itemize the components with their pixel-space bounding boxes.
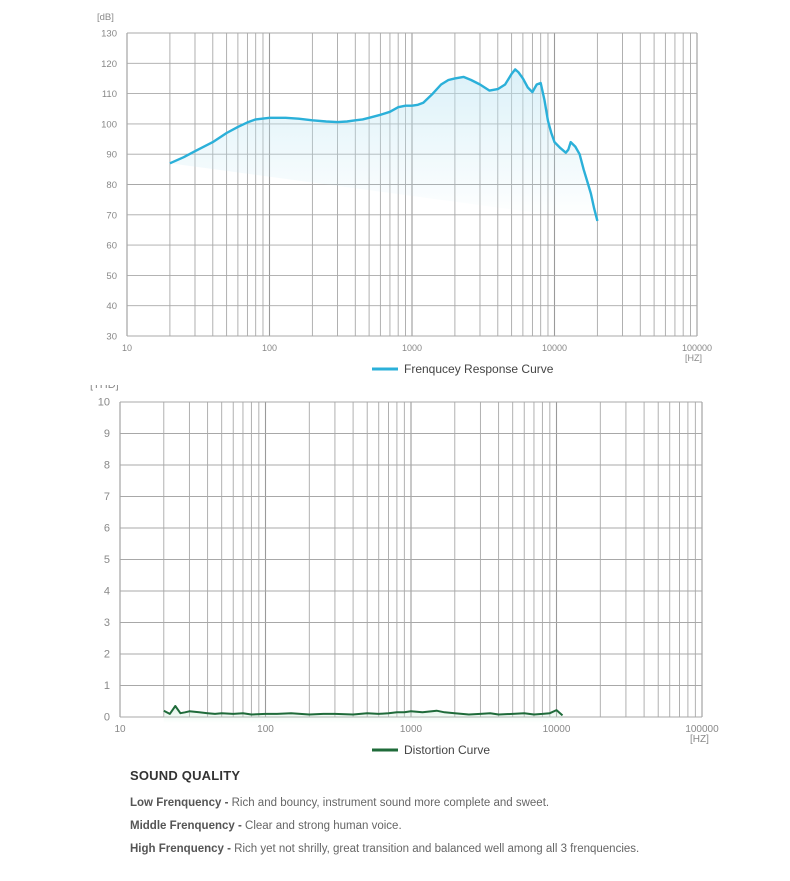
high-frequency-label: High Frenquency - [130,843,231,855]
x-tick-label: 10000 [542,343,567,353]
legend-label: Frenqucey Response Curve [404,362,554,376]
y-tick-label: 110 [102,89,117,100]
y-tick-label: 6 [104,523,110,535]
y-tick-label: 30 [106,332,117,343]
frequency-response-chart: 30 40 50 60 70 80 90 100 110 120 130 10 100 1000 10000… [97,12,712,376]
y-tick-label: 120 [101,59,117,70]
legend: Distortion Curve [372,743,490,757]
x-tick-label: 10 [122,343,132,353]
y-tick-label: 9 [104,428,110,440]
x-tick-label: 100 [262,343,277,353]
y-tick-label: 3 [104,617,110,629]
grid [119,401,703,718]
distortion-chart: 0 1 2 3 4 5 6 7 8 9 10 10 100 1000 10000 100000 [THD] [HZ… [90,385,719,757]
sound-quality-title: SOUND QUALITY [130,768,241,783]
x-tick-label: 100 [257,724,274,735]
low-frequency-label: Low Frenquency - [130,797,229,809]
x-tick-label: 10 [114,724,126,735]
y-tick-label: 60 [106,241,117,252]
low-frequency-text: Rich and bouncy, instrument sound more c… [231,797,550,809]
series-line [163,705,564,717]
high-frequency-line: High Frenquency - Rich yet not shrilly, … [130,843,770,855]
y-tick-label: 80 [106,180,117,191]
y-tick-label: 2 [104,649,110,661]
x-tick-label: 1000 [402,343,422,353]
y-tick-label: 4 [104,586,110,598]
middle-frequency-text: Clear and strong human voice. [245,820,402,832]
y-tick-label: 40 [106,301,117,312]
legend-label: Distortion Curve [404,743,490,757]
x-tick-label: 100000 [685,724,719,735]
series-area [169,69,598,221]
middle-frequency-line: Middle Frenquency - Clear and strong hum… [130,820,770,832]
y-tick-label: 0 [104,712,110,724]
y-unit-label: [dB] [97,12,114,23]
low-frequency-line: Low Frenquency - Rich and bouncy, instru… [130,797,770,809]
middle-frequency-label: Middle Frenquency - [130,820,242,832]
y-tick-label: 100 [101,119,117,130]
y-tick-label: 130 [101,29,117,40]
y-tick-label: 50 [106,271,117,282]
x-tick-label: 100000 [682,343,712,353]
y-tick-label: 8 [104,460,110,472]
y-tick-label: 70 [106,210,117,221]
x-tick-label: 10000 [543,724,571,735]
y-tick-label: 90 [106,150,117,161]
y-unit-label: [THD] [90,385,119,391]
y-tick-label: 5 [104,554,110,566]
series-line [169,68,599,222]
sound-quality-section: SOUND QUALITY Low Frenquency - Rich and … [130,768,770,866]
high-frequency-text: Rich yet not shrilly, great transition a… [234,843,640,855]
x-tick-label: 1000 [400,724,423,735]
y-tick-label: 7 [104,491,110,503]
y-tick-label: 10 [98,397,110,409]
x-unit-label: [HZ] [690,734,709,745]
y-tick-label: 1 [104,680,110,692]
legend: Frenqucey Response Curve [372,362,554,376]
x-unit-label: [HZ] [685,353,702,363]
